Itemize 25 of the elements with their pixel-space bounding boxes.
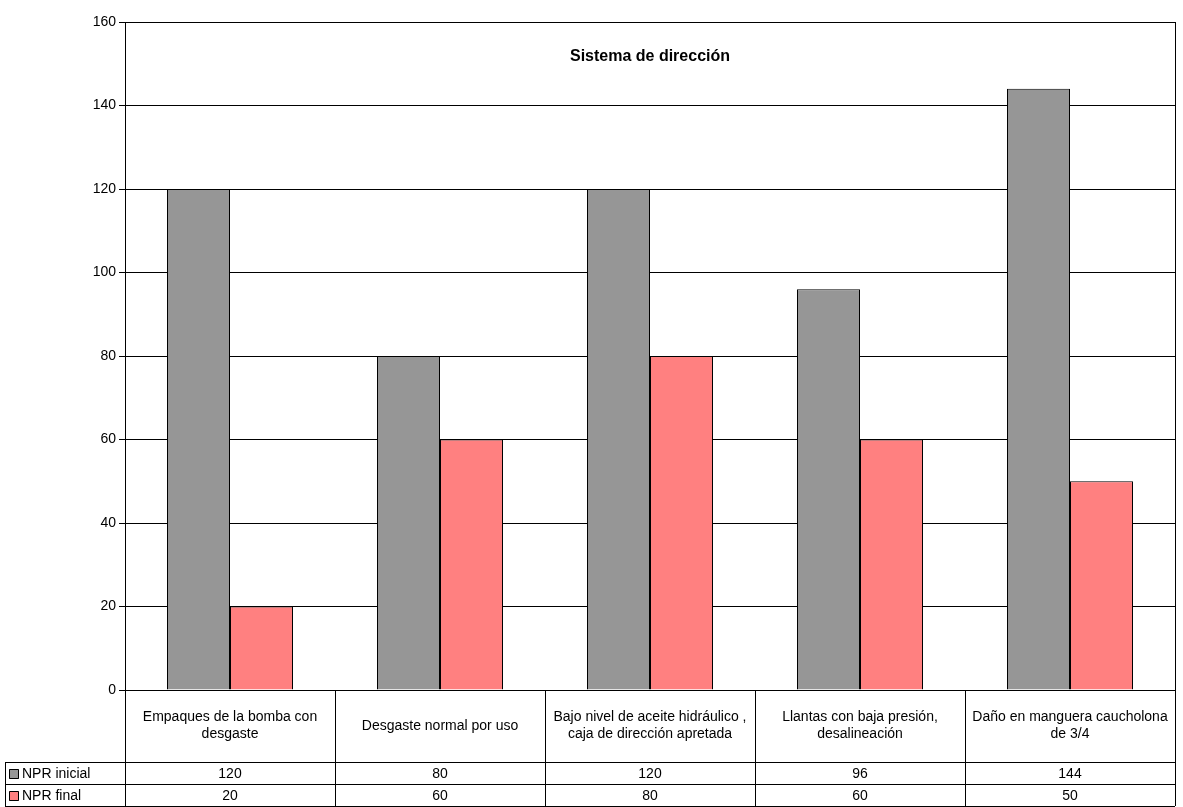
data-label: 60	[852, 786, 868, 803]
text: Sistema de dirección	[569, 47, 731, 65]
x-tick-label: Llantas con baja presión, desalineación	[782, 708, 938, 742]
data-label: 96	[852, 764, 868, 781]
y-tick-label: 100	[92, 263, 117, 280]
data-label: 120	[638, 764, 662, 781]
data-label: 20	[222, 786, 238, 803]
data-label: 120	[218, 764, 242, 781]
data-label: 50	[1062, 786, 1078, 803]
y-tick-label: 80	[100, 346, 117, 363]
y-tick-label: 20	[100, 597, 117, 614]
data-label: 60	[432, 786, 448, 803]
y-tick-label: 120	[92, 179, 117, 196]
y-tick-label: 60	[100, 430, 117, 447]
data-label: 80	[642, 786, 658, 803]
y-tick-label: 0	[108, 680, 117, 697]
y-tick-label: 40	[100, 513, 117, 530]
data-label: 144	[1058, 764, 1082, 781]
data-label: 80	[432, 764, 448, 781]
x-tick-label: Bajo nivel de aceite hidráulico , caja de dirección apretada	[553, 708, 747, 742]
x-tick-label: Desgaste normal por uso	[361, 716, 519, 733]
y-tick-label: 160	[92, 12, 117, 29]
x-tick-label: Empaques de la bomba con desgaste	[142, 708, 318, 742]
y-tick-label: 140	[92, 96, 117, 113]
x-tick-label: Daño en manguera caucholona de 3/4	[972, 708, 1168, 742]
